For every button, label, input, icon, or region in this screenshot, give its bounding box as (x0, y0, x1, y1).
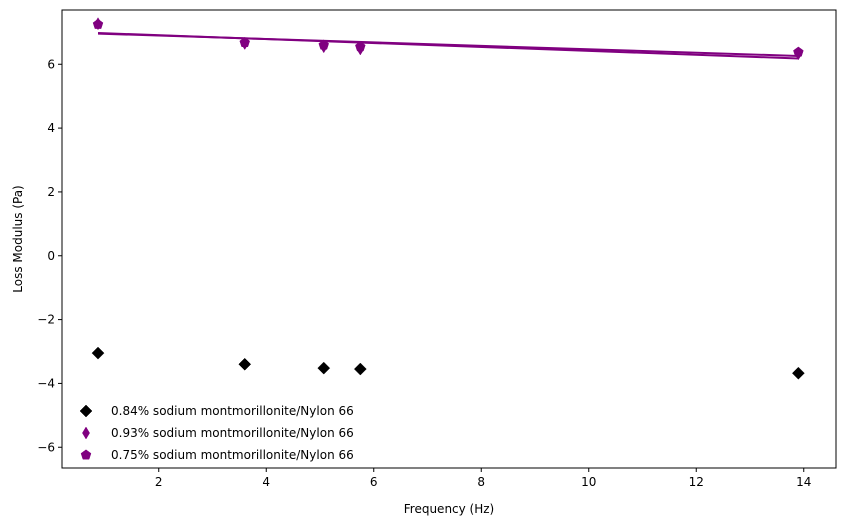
legend-label: 0.93% sodium montmorillonite/Nylon 66 (111, 426, 354, 440)
y-axis-label: Loss Modulus (Pa) (11, 185, 25, 292)
data-point-series-1 (317, 361, 331, 375)
legend: 0.84% sodium montmorillonite/Nylon 66 0.9… (79, 404, 354, 462)
y-tick-label: 4 (47, 121, 55, 135)
x-tick-label: 6 (370, 475, 378, 489)
legend-marker (79, 404, 93, 418)
data-point-series-3 (239, 37, 250, 48)
data-point-series-1 (238, 357, 252, 371)
y-tick-label: 0 (47, 249, 55, 263)
data-markers (91, 17, 805, 380)
legend-marker (82, 426, 90, 440)
trend-lines (97, 31, 799, 60)
data-point-series-1 (792, 366, 805, 380)
x-axis-ticks: 2 4 6 8 10 12 14 (155, 468, 811, 489)
x-axis-label: Frequency (Hz) (404, 502, 495, 516)
y-axis-ticks: −6 −4 −2 0 2 4 6 (37, 57, 62, 454)
y-tick-label: 6 (47, 57, 55, 71)
x-tick-label: 2 (155, 475, 163, 489)
x-tick-label: 4 (262, 475, 270, 489)
legend-marker (80, 449, 92, 460)
y-tick-label: −2 (37, 313, 55, 327)
data-point-series-1 (353, 362, 367, 376)
y-tick-label: −6 (37, 440, 55, 454)
axes-frame (61, 9, 837, 469)
trend-line-series-3 (97, 32, 799, 57)
y-tick-label: −4 (37, 376, 55, 390)
data-point-series-1 (91, 346, 105, 360)
x-tick-label: 10 (581, 475, 596, 489)
x-tick-label: 14 (796, 475, 811, 489)
data-point-series-3 (318, 39, 330, 50)
y-tick-label: 2 (47, 185, 55, 199)
data-point-series-3 (92, 18, 104, 29)
legend-label: 0.75% sodium montmorillonite/Nylon 66 (111, 448, 354, 462)
x-tick-label: 8 (477, 475, 485, 489)
data-point-series-3 (793, 46, 804, 57)
legend-label: 0.84% sodium montmorillonite/Nylon 66 (111, 404, 354, 418)
x-tick-label: 12 (689, 475, 704, 489)
data-point-series-3 (355, 41, 366, 52)
